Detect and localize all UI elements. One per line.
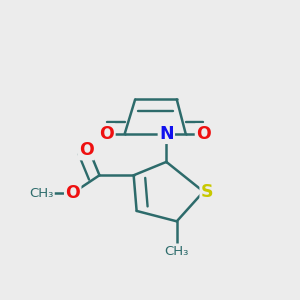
Text: O: O <box>100 125 114 143</box>
Text: O: O <box>65 184 80 202</box>
Text: CH₃: CH₃ <box>29 187 54 200</box>
Text: O: O <box>79 141 94 159</box>
Text: N: N <box>159 125 174 143</box>
Text: O: O <box>196 125 211 143</box>
Text: S: S <box>201 183 213 201</box>
Text: CH₃: CH₃ <box>165 244 189 258</box>
